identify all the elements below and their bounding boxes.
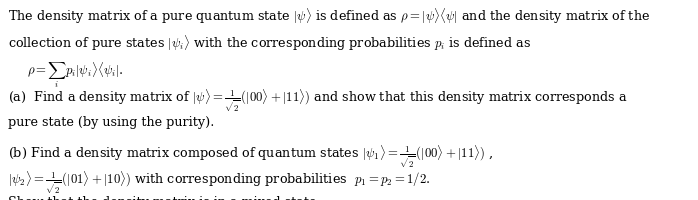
Text: $\rho = \sum_i p_i|\psi_i\rangle\langle\psi_i|$.: $\rho = \sum_i p_i|\psi_i\rangle\langle\…: [27, 60, 124, 90]
Text: pure state (by using the purity).: pure state (by using the purity).: [8, 116, 215, 129]
Text: The density matrix of a pure quantum state $|\psi\rangle$ is defined as $\rho = : The density matrix of a pure quantum sta…: [8, 6, 651, 26]
Text: (b) Find a density matrix composed of quantum states $|\psi_1\rangle = \frac{1}{: (b) Find a density matrix composed of qu…: [8, 144, 493, 170]
Text: (a)  Find a density matrix of $|\psi\rangle = \frac{1}{\sqrt{2}}(|00\rangle + |1: (a) Find a density matrix of $|\psi\rang…: [8, 88, 628, 114]
Text: Show that the density matrix is in a mixed state.: Show that the density matrix is in a mix…: [8, 196, 321, 200]
Text: $|\psi_2\rangle = \frac{1}{\sqrt{2}}(|01\rangle + |10\rangle)$ with correspondin: $|\psi_2\rangle = \frac{1}{\sqrt{2}}(|01…: [8, 170, 431, 196]
Text: collection of pure states $|\psi_i\rangle$ with the corresponding probabilities : collection of pure states $|\psi_i\rangl…: [8, 33, 532, 53]
